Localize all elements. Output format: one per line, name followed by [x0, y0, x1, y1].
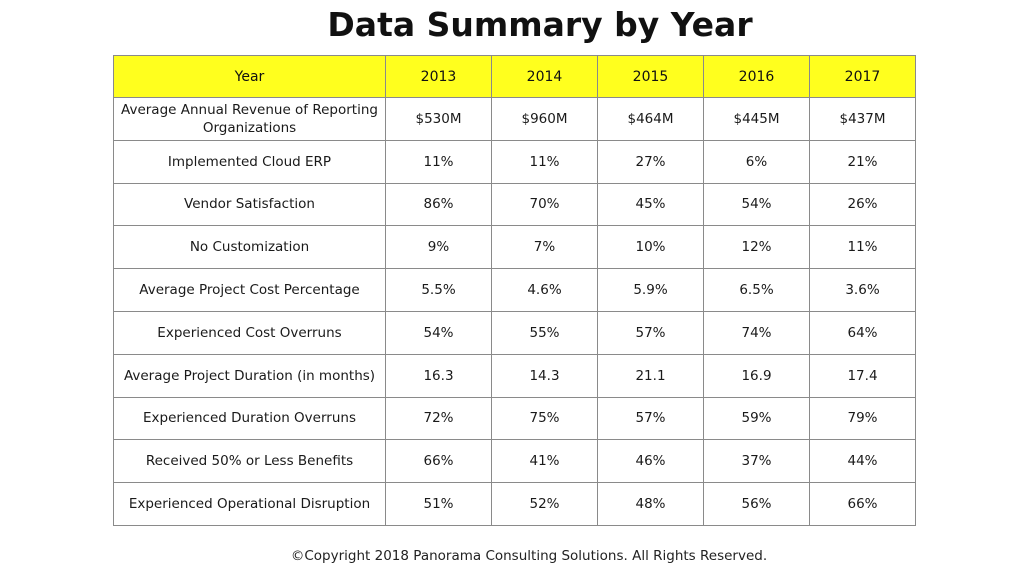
table-cell: 14.3 [491, 353, 598, 398]
table-cell: 79% [809, 396, 916, 441]
table-cell: 55% [491, 310, 598, 355]
table-row: Experienced Duration Overruns 72% 75% 57… [113, 396, 916, 441]
table-row: Received 50% or Less Benefits 66% 41% 46… [113, 439, 916, 484]
table-cell: 48% [597, 482, 704, 526]
header-year-label: Year [113, 55, 386, 98]
table-cell: 57% [597, 396, 704, 441]
row-label: Implemented Cloud ERP [113, 139, 386, 184]
table-cell: 41% [491, 439, 598, 484]
table-cell: 66% [809, 482, 916, 526]
table-cell: 11% [809, 225, 916, 270]
header-year-2015: 2015 [597, 55, 704, 98]
row-label: Experienced Operational Disruption [113, 482, 386, 526]
row-label: Experienced Duration Overruns [113, 396, 386, 441]
table-cell: 10% [597, 225, 704, 270]
table-row: No Customization 9% 7% 10% 12% 11% [113, 225, 916, 270]
table-cell: $960M [491, 97, 598, 141]
table-cell: $445M [703, 97, 810, 141]
table-cell: 51% [385, 482, 492, 526]
table-cell: $437M [809, 97, 916, 141]
table-cell: 16.9 [703, 353, 810, 398]
table-cell: 66% [385, 439, 492, 484]
table-cell: 5.9% [597, 268, 704, 312]
header-year-2017: 2017 [809, 55, 916, 98]
table-cell: 72% [385, 396, 492, 441]
table-cell: 54% [703, 182, 810, 227]
table-cell: 6.5% [703, 268, 810, 312]
table-cell: 11% [385, 139, 492, 184]
row-label: Average Annual Revenue of Reporting Orga… [113, 97, 386, 141]
table-cell: $464M [597, 97, 704, 141]
header-year-2013: 2013 [385, 55, 492, 98]
table-cell: 46% [597, 439, 704, 484]
table-cell: 86% [385, 182, 492, 227]
table-cell: 4.6% [491, 268, 598, 312]
table-cell: 12% [703, 225, 810, 270]
table-cell: 37% [703, 439, 810, 484]
table-row: Average Project Cost Percentage 5.5% 4.6… [113, 268, 916, 312]
table-cell: 21.1 [597, 353, 704, 398]
table-cell: 59% [703, 396, 810, 441]
table-cell: 57% [597, 310, 704, 355]
table-cell: 11% [491, 139, 598, 184]
table-cell: 54% [385, 310, 492, 355]
table-cell: 3.6% [809, 268, 916, 312]
table-cell: 16.3 [385, 353, 492, 398]
table-cell: 70% [491, 182, 598, 227]
table-cell: 21% [809, 139, 916, 184]
table-cell: 64% [809, 310, 916, 355]
header-year-2014: 2014 [491, 55, 598, 98]
header-row: Year 2013 2014 2015 2016 2017 [113, 55, 916, 98]
header-year-2016: 2016 [703, 55, 810, 98]
table-cell: 6% [703, 139, 810, 184]
row-label: Average Project Duration (in months) [113, 353, 386, 398]
summary-table-container: Year 2013 2014 2015 2016 2017 Average An… [113, 55, 916, 526]
row-label: Average Project Cost Percentage [113, 268, 386, 312]
table-cell: 27% [597, 139, 704, 184]
table-cell: 52% [491, 482, 598, 526]
table-cell: 74% [703, 310, 810, 355]
row-label: Vendor Satisfaction [113, 182, 386, 227]
table-cell: 26% [809, 182, 916, 227]
table-cell: 17.4 [809, 353, 916, 398]
table-cell: 9% [385, 225, 492, 270]
table-row: Implemented Cloud ERP 11% 11% 27% 6% 21% [113, 139, 916, 184]
table-cell: $530M [385, 97, 492, 141]
summary-table: Year 2013 2014 2015 2016 2017 Average An… [113, 55, 916, 526]
copyright-footer: ©Copyright 2018 Panorama Consulting Solu… [290, 548, 768, 564]
table-cell: 7% [491, 225, 598, 270]
table-row: Average Annual Revenue of Reporting Orga… [113, 97, 916, 141]
table-row: Average Project Duration (in months) 16.… [113, 353, 916, 398]
page-title: Data Summary by Year [327, 5, 753, 44]
row-label: Received 50% or Less Benefits [113, 439, 386, 484]
row-label: No Customization [113, 225, 386, 270]
table-cell: 56% [703, 482, 810, 526]
table-cell: 45% [597, 182, 704, 227]
row-label: Experienced Cost Overruns [113, 310, 386, 355]
table-cell: 75% [491, 396, 598, 441]
table-cell: 44% [809, 439, 916, 484]
table-row: Experienced Cost Overruns 54% 55% 57% 74… [113, 310, 916, 355]
table-row: Experienced Operational Disruption 51% 5… [113, 482, 916, 526]
table-cell: 5.5% [385, 268, 492, 312]
table-row: Vendor Satisfaction 86% 70% 45% 54% 26% [113, 182, 916, 227]
